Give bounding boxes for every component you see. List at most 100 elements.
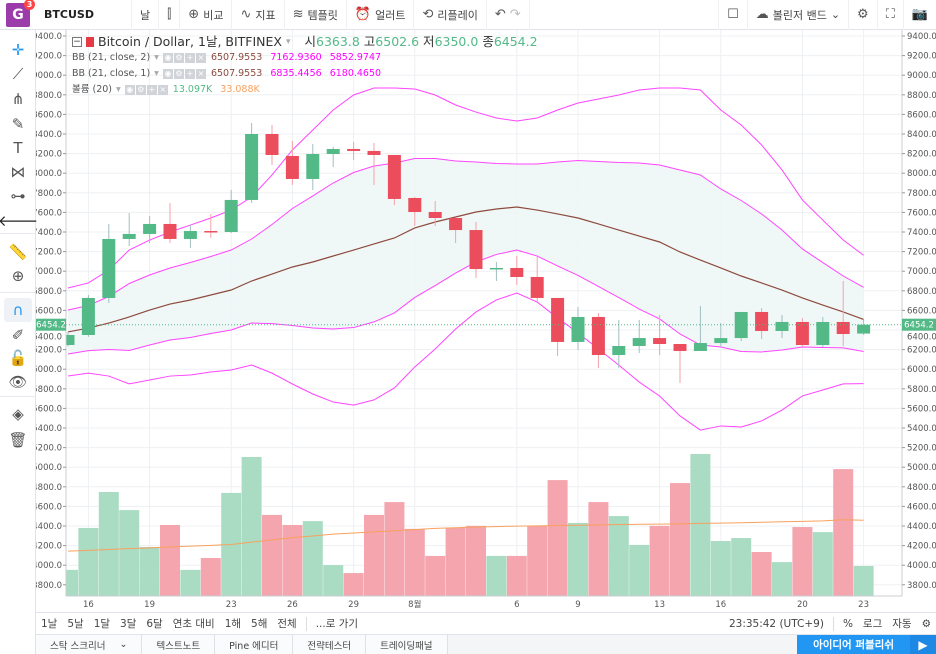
y-tick-label: 5600.0	[907, 404, 936, 414]
range-ytd[interactable]: 연초 대비	[172, 618, 215, 630]
y-tick-label: 6400.0	[32, 333, 62, 343]
ruler-icon[interactable]: 📏	[8, 243, 28, 261]
volume-bar	[200, 557, 221, 596]
tab-strategy-tester[interactable]: 전략테스터	[293, 635, 367, 654]
text-tool-icon[interactable]: T	[13, 139, 23, 157]
range-5d[interactable]: 5날	[67, 618, 84, 630]
candle	[81, 295, 95, 337]
volume-bar	[812, 532, 833, 596]
y-tick-label: 8600.0	[32, 110, 62, 120]
indicator-controls[interactable]: ◉ ⚙ + ×	[162, 53, 206, 63]
prediction-icon[interactable]: ⊶	[10, 187, 26, 205]
indicators-button[interactable]: ∿ 지표	[232, 0, 285, 30]
candle-body	[551, 297, 565, 342]
candle-body	[755, 311, 769, 331]
trash-icon[interactable]: 🗑	[8, 431, 28, 449]
zoom-in-icon[interactable]: ⊕	[11, 267, 25, 285]
y-tick-label: 5400.0	[32, 424, 62, 434]
lock-drawing-icon[interactable]: ✐	[11, 326, 25, 344]
compare-button[interactable]: ⊕ 비교	[180, 0, 233, 30]
chart-legend: − Bitcoin / Dollar, 1날, BITFINEX ▾ 시 6363.…	[72, 34, 538, 98]
indicator-dropdown[interactable]: ☁ 볼린저 밴드 ⌄	[748, 0, 850, 30]
log-toggle[interactable]: 로그	[862, 618, 883, 630]
eye-icon[interactable]: 👁	[8, 373, 28, 391]
candle-body	[571, 316, 585, 342]
volume-pane	[58, 453, 874, 596]
volume-bar	[649, 525, 670, 596]
settings-button[interactable]: ⚙	[849, 0, 878, 30]
symbol-title[interactable]: Bitcoin / Dollar, 1날, BITFINEX	[98, 34, 282, 49]
range-1m[interactable]: 1달	[93, 618, 111, 630]
indicator-controls[interactable]: ◉ ⚙ + ×	[162, 69, 206, 79]
interval-button[interactable]: 날	[132, 0, 160, 30]
templates-button[interactable]: ≋ 템플릿	[285, 0, 347, 30]
flag-icon[interactable]	[86, 37, 94, 47]
volume-bar	[527, 525, 548, 596]
range-1d[interactable]: 1날	[41, 618, 58, 630]
magnet-icon[interactable]: ∩	[4, 298, 32, 322]
range-all[interactable]: 전체	[277, 618, 297, 630]
range-1y[interactable]: 1해	[224, 618, 242, 630]
candle-body	[143, 223, 157, 234]
pattern-icon[interactable]: ⋈	[10, 163, 26, 181]
y-tick-label: 9000.0	[32, 71, 62, 81]
y-tick-label: 6600.0	[907, 306, 936, 316]
undo-icon[interactable]: ↶	[494, 7, 506, 22]
layout-button[interactable]: ☐	[718, 0, 748, 30]
snapshot-button[interactable]: 📷	[904, 0, 936, 30]
publish-idea-button[interactable]: 아이디어 퍼블리쉬	[797, 635, 910, 654]
clock-time[interactable]: 23:35:42 (UTC+9)	[728, 617, 824, 630]
volume-bar	[404, 528, 425, 596]
tab-stock-screener[interactable]: 스탁 스크리너 ⌄	[36, 635, 143, 654]
replay-button[interactable]: ⟲ 리플레이	[414, 0, 487, 30]
goto-date-button[interactable]: ...로 가기	[315, 618, 359, 630]
brush-icon[interactable]: ✎	[11, 115, 25, 133]
bb-basis-line	[67, 206, 864, 333]
auto-toggle[interactable]: 자동	[892, 618, 912, 630]
tab-text-notes[interactable]: 텍스트노트	[142, 635, 216, 654]
chart-type-button[interactable]: ⫿	[159, 0, 181, 30]
indicator-controls[interactable]: ◉ ⚙ + ×	[124, 85, 168, 95]
symbol-search[interactable]: BTCUSD	[36, 0, 132, 30]
pitchfork-icon[interactable]: ⋔	[11, 90, 25, 108]
alert-button[interactable]: ⏰ 얼러트	[347, 0, 415, 30]
x-tick-label: 9	[575, 600, 580, 610]
candle	[530, 256, 544, 302]
candle	[245, 123, 259, 203]
y-tick-label: 5200.0	[907, 444, 936, 454]
play-icon[interactable]: ▶	[910, 635, 936, 654]
volume-bar	[78, 527, 99, 596]
collapse-icon[interactable]: −	[72, 37, 82, 47]
redo-icon[interactable]: ↷	[509, 7, 521, 22]
y-tick-label: 7400.0	[32, 228, 62, 238]
tab-trading-panel[interactable]: 트레이딩패널	[366, 635, 448, 654]
y-tick-label: 8200.0	[32, 150, 62, 160]
layers-icon[interactable]: ◈	[12, 405, 24, 423]
crosshair-icon[interactable]: ✛	[11, 41, 25, 59]
candle	[265, 124, 279, 165]
candle	[734, 311, 748, 341]
gear-icon[interactable]: ⚙	[921, 617, 931, 630]
arrow-left-icon[interactable]: 🡐	[0, 211, 39, 230]
y-tick-label: 4600.0	[907, 502, 936, 512]
percent-toggle[interactable]: %	[842, 617, 853, 630]
candle-body	[245, 134, 259, 200]
candle	[693, 305, 707, 351]
y-tick-label: 6000.0	[907, 365, 936, 375]
camera-icon: 📷	[911, 7, 928, 22]
lock-icon[interactable]: 🔓	[8, 349, 28, 367]
fullscreen-button[interactable]: ⛶	[878, 0, 904, 30]
notification-badge: 3	[24, 0, 35, 10]
close-value: 6454.2	[493, 34, 538, 49]
y-tick-label: 9200.0	[907, 52, 936, 62]
trend-line-icon[interactable]: ⟋	[12, 65, 24, 83]
bottom-toolbar: 1날 5날 1달 3달 6달 연초 대비 1해 5해 전체 ...로 가기 23…	[36, 612, 936, 634]
chevron-down-icon: ⌄	[119, 639, 128, 650]
range-3m[interactable]: 3달	[120, 618, 137, 630]
range-5y[interactable]: 5해	[251, 618, 268, 630]
range-6m[interactable]: 6달	[146, 618, 163, 630]
price-axes[interactable]: 9400.0 9400.0 9200.0 9200.0 9000.0 9000.0 8800…	[32, 30, 936, 612]
tab-pine-editor[interactable]: Pine 에디터	[215, 635, 294, 654]
